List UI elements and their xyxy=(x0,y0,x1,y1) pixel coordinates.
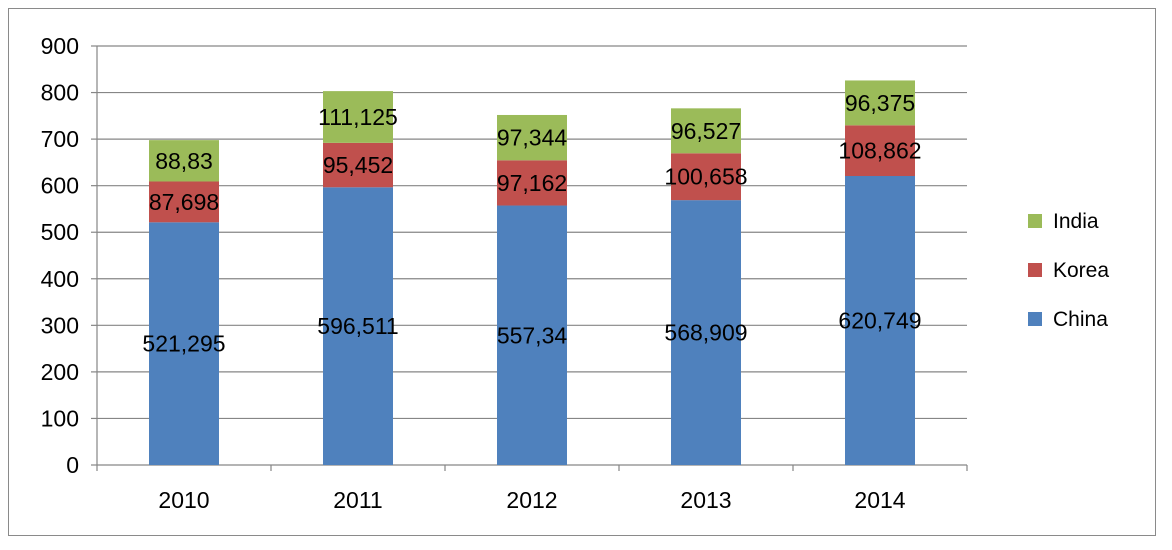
x-tick-label: 2013 xyxy=(680,487,731,513)
legend-swatch-korea xyxy=(1028,263,1042,277)
bar-india-2012 xyxy=(497,114,567,161)
bar-korea-2012 xyxy=(497,160,567,206)
y-tick-label: 100 xyxy=(41,405,79,431)
data-label-china-2012: 557,34 xyxy=(497,322,568,348)
y-tick-label: 400 xyxy=(41,266,79,292)
y-tick-label: 800 xyxy=(41,80,79,106)
bar-china-2011 xyxy=(323,187,393,465)
data-label-china-2011: 596,511 xyxy=(317,313,398,339)
legend-label-india: India xyxy=(1053,210,1099,233)
bar-india-2010 xyxy=(149,140,219,182)
bar-india-2013 xyxy=(671,108,741,154)
bar-china-2014 xyxy=(845,176,915,466)
y-tick-label: 500 xyxy=(41,219,79,245)
bar-korea-2011 xyxy=(323,142,393,188)
legend-label-korea: Korea xyxy=(1053,259,1109,282)
legend-swatch-china xyxy=(1028,312,1042,326)
y-tick-label: 300 xyxy=(41,312,79,338)
y-tick-label: 600 xyxy=(41,173,79,199)
x-tick-label: 2011 xyxy=(333,487,382,513)
x-tick-label: 2014 xyxy=(854,487,905,513)
legend-label-china: China xyxy=(1053,308,1108,331)
bar-india-2014 xyxy=(845,80,915,126)
data-label-korea-2012: 97,162 xyxy=(497,170,567,196)
data-label-india-2012: 97,344 xyxy=(497,125,568,151)
data-label-india-2011: 111,125 xyxy=(318,104,398,130)
data-label-china-2013: 568,909 xyxy=(664,320,747,346)
bar-china-2013 xyxy=(671,200,741,466)
x-tick-label: 2010 xyxy=(158,487,209,513)
data-label-india-2013: 96,527 xyxy=(671,118,741,144)
data-label-india-2010: 88,83 xyxy=(155,148,213,174)
y-tick-label: 900 xyxy=(41,33,79,59)
data-label-china-2010: 521,295 xyxy=(142,331,225,357)
bar-india-2011 xyxy=(323,91,393,143)
data-label-korea-2011: 95,452 xyxy=(323,152,393,178)
bar-china-2010 xyxy=(149,222,219,465)
bar-korea-2014 xyxy=(845,125,915,177)
x-tick-label: 2012 xyxy=(506,487,557,513)
legend-swatch-india xyxy=(1028,214,1042,228)
bar-korea-2013 xyxy=(671,153,741,201)
y-tick-label: 700 xyxy=(41,126,79,152)
data-label-korea-2013: 100,658 xyxy=(664,164,747,190)
bar-china-2012 xyxy=(497,205,567,465)
bar-korea-2010 xyxy=(149,181,219,223)
data-label-korea-2014: 108,862 xyxy=(838,138,921,164)
y-tick-label: 200 xyxy=(41,359,79,385)
data-label-korea-2010: 87,698 xyxy=(149,189,219,215)
data-label-india-2014: 96,375 xyxy=(845,90,915,116)
y-tick-label: 0 xyxy=(66,452,79,478)
data-label-china-2014: 620,749 xyxy=(838,308,921,334)
